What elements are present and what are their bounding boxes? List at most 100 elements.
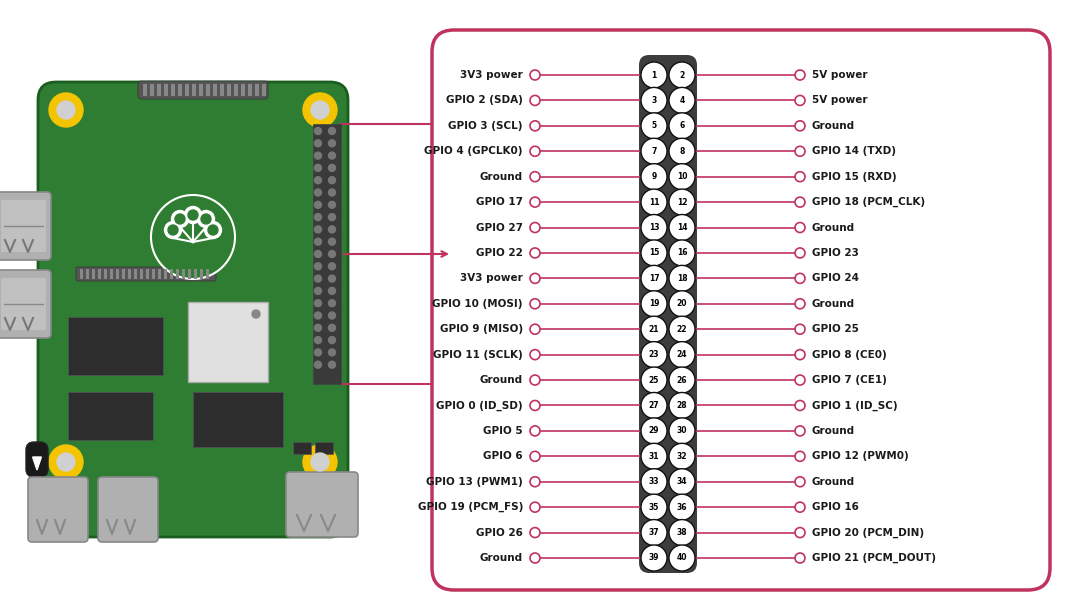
- Circle shape: [175, 214, 185, 224]
- Circle shape: [252, 310, 260, 318]
- Circle shape: [795, 121, 805, 131]
- Text: 16: 16: [677, 248, 687, 257]
- Circle shape: [49, 93, 83, 127]
- Circle shape: [530, 121, 540, 131]
- Circle shape: [795, 426, 805, 436]
- Text: GPIO 23: GPIO 23: [812, 248, 859, 258]
- FancyBboxPatch shape: [431, 30, 1050, 590]
- Circle shape: [795, 400, 805, 411]
- Circle shape: [530, 197, 540, 207]
- Circle shape: [795, 477, 805, 487]
- Circle shape: [641, 545, 668, 571]
- Circle shape: [185, 207, 202, 224]
- Circle shape: [530, 324, 540, 334]
- Text: GPIO 17: GPIO 17: [476, 197, 523, 207]
- FancyBboxPatch shape: [313, 124, 341, 384]
- Circle shape: [329, 177, 335, 184]
- Text: 17: 17: [648, 274, 659, 283]
- Circle shape: [329, 201, 335, 208]
- Circle shape: [530, 172, 540, 181]
- Circle shape: [329, 238, 335, 245]
- Text: Ground: Ground: [480, 553, 523, 563]
- Text: 3V3 power: 3V3 power: [460, 273, 523, 283]
- Circle shape: [530, 223, 540, 232]
- Circle shape: [314, 140, 321, 147]
- Circle shape: [198, 210, 215, 227]
- Circle shape: [314, 238, 321, 245]
- Circle shape: [795, 349, 805, 360]
- Text: 6: 6: [679, 121, 685, 131]
- Polygon shape: [33, 457, 42, 470]
- FancyBboxPatch shape: [134, 269, 137, 279]
- Circle shape: [641, 316, 668, 342]
- Circle shape: [641, 341, 668, 368]
- Circle shape: [530, 451, 540, 462]
- Text: 14: 14: [677, 223, 687, 232]
- Text: 38: 38: [677, 528, 688, 537]
- Text: 24: 24: [677, 350, 687, 359]
- Circle shape: [151, 195, 235, 279]
- Circle shape: [329, 189, 335, 196]
- Text: 7: 7: [651, 147, 657, 156]
- Circle shape: [329, 152, 335, 159]
- Text: 27: 27: [648, 401, 659, 410]
- Text: 33: 33: [648, 478, 659, 486]
- Circle shape: [795, 324, 805, 334]
- Circle shape: [669, 215, 695, 240]
- Circle shape: [669, 545, 695, 571]
- Circle shape: [795, 451, 805, 462]
- Circle shape: [530, 96, 540, 105]
- Text: GPIO 16: GPIO 16: [812, 502, 859, 512]
- FancyBboxPatch shape: [92, 269, 95, 279]
- Text: 40: 40: [677, 554, 687, 563]
- Circle shape: [641, 189, 668, 215]
- Circle shape: [314, 128, 321, 134]
- Circle shape: [57, 101, 75, 119]
- Circle shape: [57, 453, 75, 471]
- Circle shape: [669, 62, 695, 88]
- Circle shape: [641, 443, 668, 470]
- FancyBboxPatch shape: [188, 302, 268, 382]
- Text: GPIO 9 (MISO): GPIO 9 (MISO): [440, 324, 523, 334]
- Text: 25: 25: [649, 376, 659, 384]
- FancyBboxPatch shape: [38, 82, 348, 537]
- Text: GPIO 1 (ID_SC): GPIO 1 (ID_SC): [812, 400, 897, 411]
- Text: 23: 23: [648, 350, 659, 359]
- FancyBboxPatch shape: [28, 477, 88, 542]
- Text: GPIO 21 (PCM_DOUT): GPIO 21 (PCM_DOUT): [812, 553, 936, 563]
- Circle shape: [329, 361, 335, 368]
- FancyBboxPatch shape: [76, 267, 216, 281]
- FancyBboxPatch shape: [143, 84, 147, 96]
- FancyBboxPatch shape: [138, 81, 268, 99]
- Text: 30: 30: [677, 427, 687, 435]
- Circle shape: [530, 400, 540, 411]
- Circle shape: [669, 494, 695, 520]
- Circle shape: [314, 152, 321, 159]
- FancyBboxPatch shape: [110, 269, 113, 279]
- Text: Ground: Ground: [480, 172, 523, 181]
- FancyBboxPatch shape: [171, 84, 175, 96]
- Circle shape: [314, 337, 321, 344]
- Circle shape: [641, 418, 668, 444]
- Text: 28: 28: [677, 401, 688, 410]
- Circle shape: [329, 251, 335, 257]
- Text: 5: 5: [651, 121, 657, 131]
- Circle shape: [329, 349, 335, 356]
- Text: GPIO 24: GPIO 24: [812, 273, 859, 283]
- Circle shape: [669, 265, 695, 291]
- Text: 19: 19: [648, 299, 659, 308]
- Text: GPIO 18 (PCM_CLK): GPIO 18 (PCM_CLK): [812, 197, 925, 207]
- Text: Ground: Ground: [812, 223, 855, 232]
- Circle shape: [641, 215, 668, 240]
- Text: 2: 2: [679, 70, 685, 80]
- Circle shape: [641, 139, 668, 164]
- Circle shape: [669, 88, 695, 113]
- Circle shape: [311, 453, 329, 471]
- Text: 15: 15: [649, 248, 659, 257]
- Circle shape: [641, 469, 668, 495]
- Circle shape: [669, 392, 695, 419]
- Text: GPIO 25: GPIO 25: [812, 324, 859, 334]
- Circle shape: [641, 164, 668, 189]
- Circle shape: [641, 392, 668, 419]
- Circle shape: [530, 299, 540, 309]
